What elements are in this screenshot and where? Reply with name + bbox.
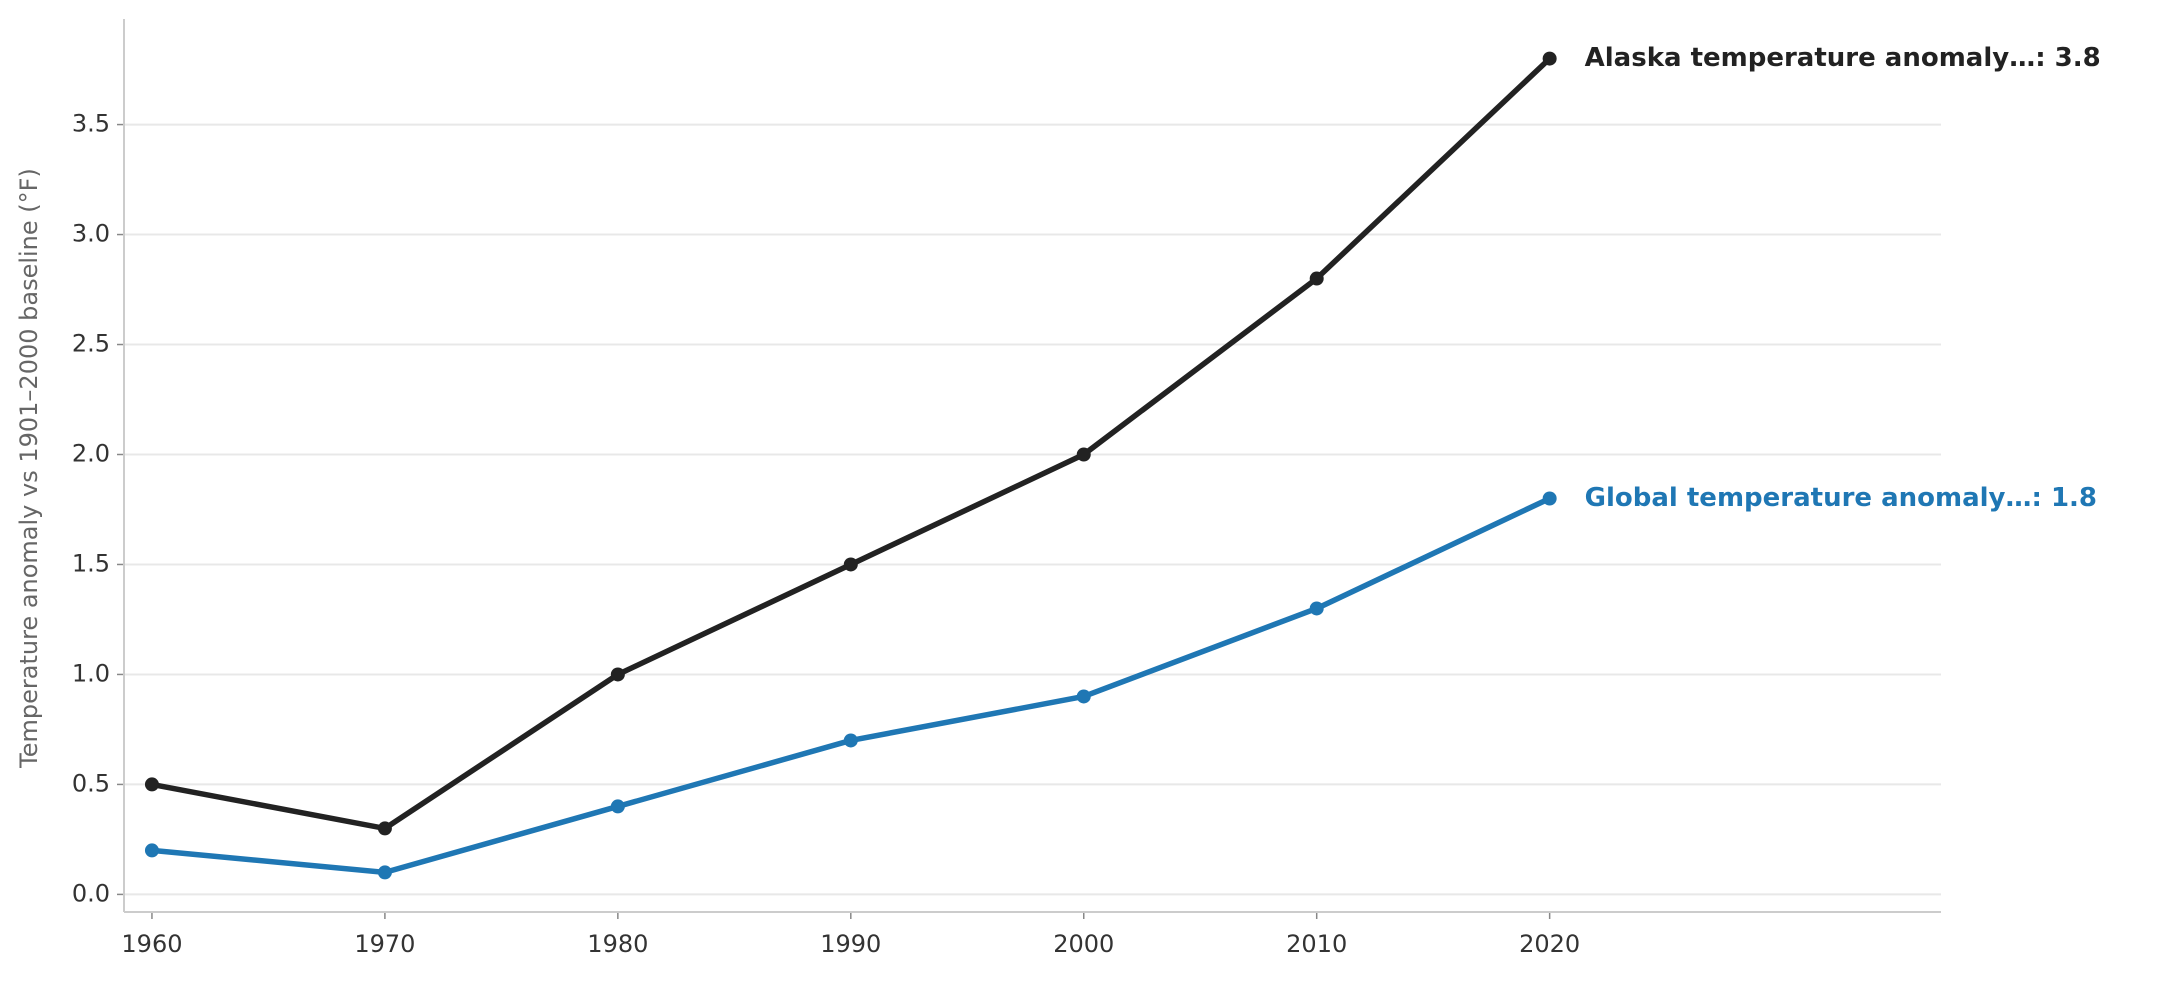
data-point: [377, 865, 392, 880]
x-tick-label: 2020: [1519, 930, 1580, 958]
y-tick-label: 0.0: [72, 879, 110, 907]
end-label: Alaska temperature anomaly…: 3.8: [1585, 43, 2101, 73]
series-line: [151, 496, 1551, 876]
data-point: [1542, 51, 1557, 66]
data-point: [843, 733, 858, 748]
x-tick-label: 2010: [1286, 930, 1347, 958]
data-point: [1542, 491, 1557, 506]
y-tick-label: 1.0: [72, 659, 110, 687]
data-point: [144, 843, 159, 858]
y-tick-label: 1.5: [72, 549, 110, 577]
y-tick-label: 2.5: [72, 330, 110, 358]
x-tick-label: 1990: [820, 930, 881, 958]
y-axis-label: Temperature anomaly vs 1901–2000 baselin…: [15, 168, 43, 769]
data-point: [1309, 271, 1324, 286]
x-tick-label: 2000: [1053, 930, 1114, 958]
y-tick-label: 0.5: [72, 769, 110, 797]
end-label: Global temperature anomaly…: 1.8: [1585, 483, 2097, 513]
data-point: [1076, 689, 1091, 704]
x-tick-label: 1970: [354, 930, 415, 958]
data-point: [610, 799, 625, 814]
data-point: [610, 667, 625, 682]
series-line: [151, 56, 1552, 832]
y-tick-label: 2.0: [72, 440, 110, 468]
data-point: [144, 777, 159, 792]
data-point: [1076, 447, 1091, 462]
y-tick-label: 3.0: [72, 220, 110, 248]
x-tick-label: 1980: [587, 930, 648, 958]
x-tick-label: 1960: [121, 930, 182, 958]
data-point: [843, 557, 858, 572]
y-tick-label: 3.5: [72, 110, 110, 138]
data-point: [1309, 601, 1324, 616]
data-point: [377, 821, 392, 836]
